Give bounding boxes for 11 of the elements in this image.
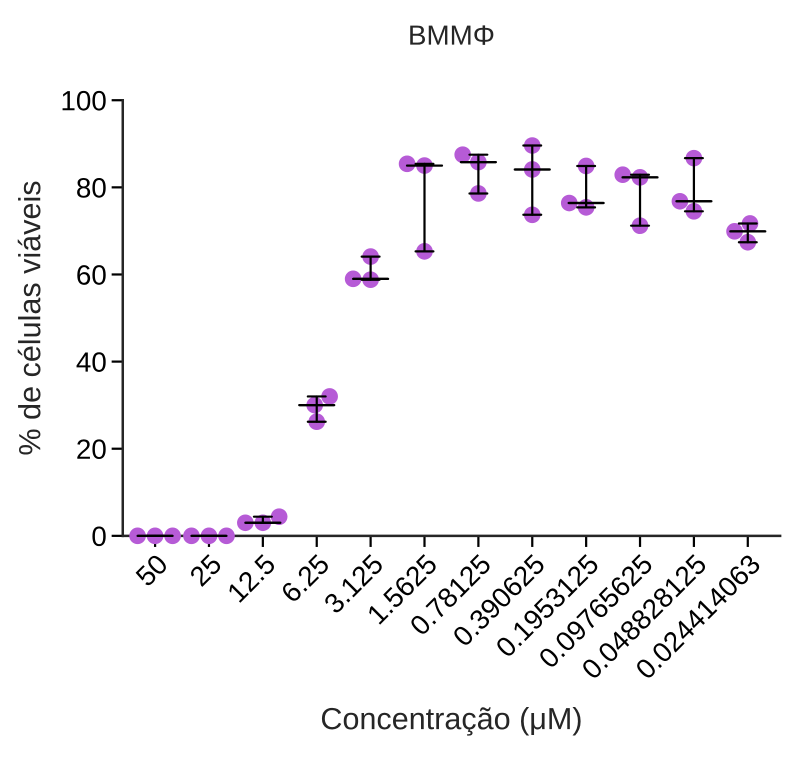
y-tick-label: 100: [62, 90, 106, 111]
y-tick-label: 40: [76, 352, 106, 372]
y-tick-label: 80: [77, 178, 106, 198]
x-axis-title: Concentração (μM): [322, 707, 581, 736]
y-tick-label: 20: [77, 439, 106, 460]
y-tick-label: 0: [92, 526, 106, 546]
x-tick-label: 50: [134, 553, 169, 588]
x-tick-label: 25: [188, 553, 223, 588]
y-tick-label: 60: [77, 265, 106, 285]
y-axis-title: % de células viáveis: [18, 182, 41, 455]
chart-title: BMMΦ: [410, 25, 494, 45]
